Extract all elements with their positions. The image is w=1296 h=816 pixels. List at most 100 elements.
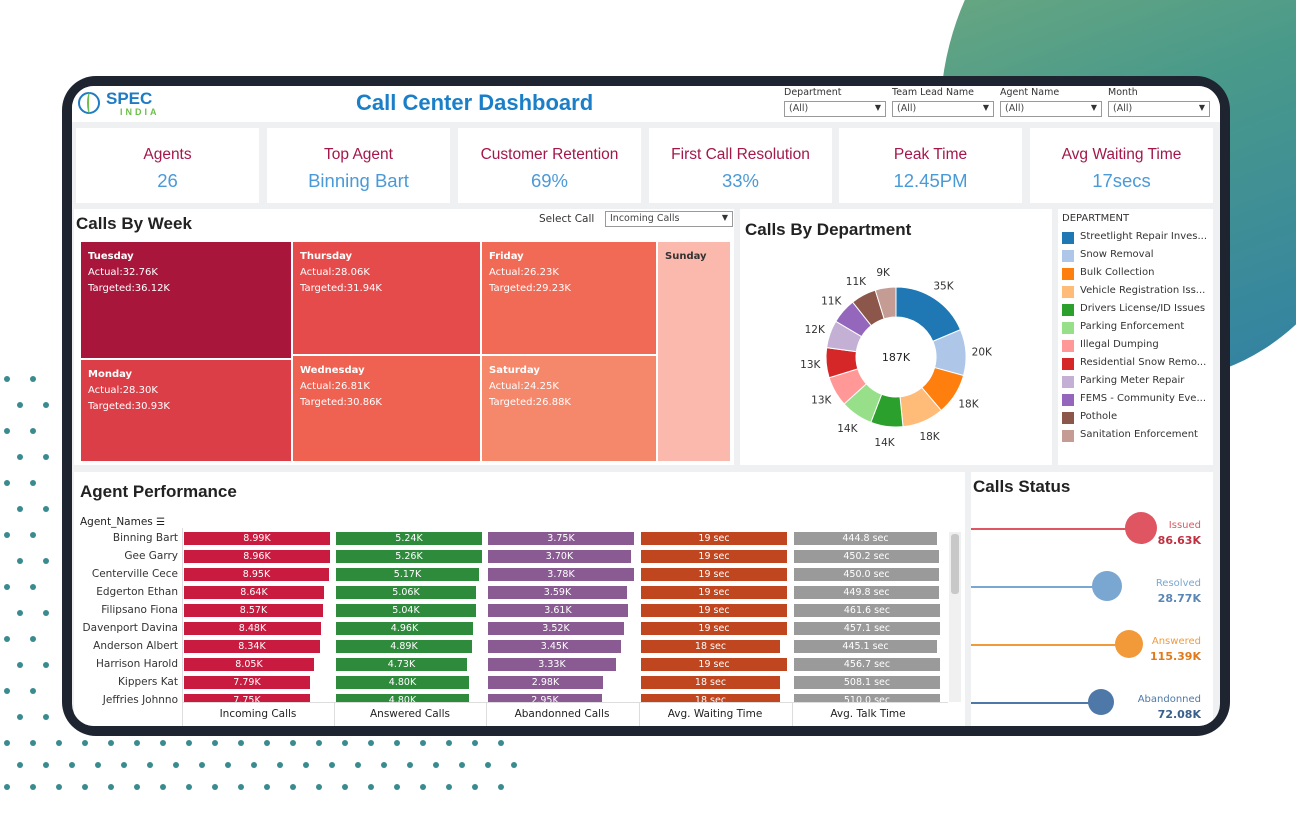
legend-label: Snow Removal (1080, 249, 1154, 260)
performance-bar[interactable]: 450.0 sec (794, 568, 939, 581)
kpi-value: Binning Bart (308, 170, 409, 191)
donut-slice-label: 13K (811, 395, 832, 407)
treemap-tile-thursday[interactable]: Thursday Actual:28.06K Targeted:31.94K (292, 241, 481, 355)
performance-bar[interactable]: 449.8 sec (794, 586, 939, 599)
performance-bar[interactable]: 19 sec (641, 532, 787, 545)
tile-actual: Actual:28.30K (88, 385, 158, 396)
performance-bar[interactable]: 8.96K (184, 550, 330, 563)
performance-bar[interactable]: 457.1 sec (794, 622, 940, 635)
treemap-tile-friday[interactable]: Friday Actual:26.23K Targeted:29.23K (481, 241, 657, 355)
decorative-dot (82, 784, 88, 790)
agent-names-header[interactable]: Agent_Names ☰ (80, 516, 165, 528)
performance-bar[interactable]: 445.1 sec (794, 640, 937, 653)
performance-bar[interactable]: 461.6 sec (794, 604, 940, 617)
performance-bar[interactable]: 18 sec (641, 676, 780, 689)
filter-teamlead-value: (All) (897, 103, 917, 114)
tile-day: Monday (88, 369, 133, 380)
performance-bar[interactable]: 8.05K (184, 658, 314, 671)
decorative-dot (17, 454, 23, 460)
filter-teamlead-select[interactable]: (All) ▼ (892, 101, 994, 117)
performance-bar[interactable]: 4.96K (336, 622, 473, 635)
performance-bar[interactable]: 3.75K (488, 532, 634, 545)
treemap-tile-sunday[interactable]: Sunday (657, 241, 731, 462)
performance-bar[interactable]: 456.7 sec (794, 658, 940, 671)
performance-bar[interactable]: 3.52K (488, 622, 624, 635)
treemap-tile-saturday[interactable]: Saturday Actual:24.25K Targeted:26.88K (481, 355, 657, 462)
performance-bar[interactable]: 4.89K (336, 640, 472, 653)
performance-bar[interactable]: 3.78K (488, 568, 634, 581)
decorative-dot (17, 662, 23, 668)
donut-slice[interactable] (874, 286, 897, 320)
column-header[interactable]: Avg. Waiting Time (667, 708, 763, 720)
performance-bar[interactable]: 8.95K (184, 568, 329, 581)
agent-name: Jeffries Johnno (102, 694, 178, 706)
scrollbar-thumb[interactable] (951, 534, 959, 594)
legend-label: Parking Meter Repair (1080, 375, 1185, 386)
performance-bar[interactable]: 8.34K (184, 640, 320, 653)
filter-agent-select[interactable]: (All) ▼ (1000, 101, 1102, 117)
performance-bar[interactable]: 3.33K (488, 658, 616, 671)
decorative-dot (43, 714, 49, 720)
status-name: Answered (1151, 636, 1201, 647)
donut-slice-label: 11K (821, 295, 842, 307)
decorative-dot (420, 784, 426, 790)
sort-icon[interactable]: ☰ (156, 517, 166, 528)
kpi-card-peak-time: Peak Time 12.45PM (839, 128, 1022, 203)
chevron-down-icon: ▼ (721, 213, 728, 222)
performance-bar[interactable]: 5.06K (336, 586, 476, 599)
tile-actual: Actual:26.81K (300, 381, 370, 392)
filter-month-select[interactable]: (All) ▼ (1108, 101, 1210, 117)
legend-swatch (1062, 358, 1074, 370)
performance-bar[interactable]: 8.57K (184, 604, 323, 617)
performance-bar[interactable]: 4.80K (336, 676, 469, 689)
agent-name: Davenport Davina (82, 622, 178, 634)
performance-bar[interactable]: 5.04K (336, 604, 476, 617)
treemap-tile-tuesday[interactable]: Tuesday Actual:32.76K Targeted:36.12K (80, 241, 292, 359)
donut-slice[interactable] (895, 286, 962, 343)
column-header[interactable]: Incoming Calls (219, 708, 297, 720)
performance-bar[interactable]: 8.64K (184, 586, 324, 599)
performance-bar[interactable]: 7.79K (184, 676, 310, 689)
performance-bar[interactable]: 19 sec (641, 622, 787, 635)
decorative-dot (43, 402, 49, 408)
select-call-dropdown[interactable]: Incoming Calls ▼ (605, 211, 733, 227)
column-header[interactable]: Avg. Talk Time (830, 708, 906, 720)
performance-bar[interactable]: 444.8 sec (794, 532, 937, 545)
column-header[interactable]: Answered Calls (370, 708, 450, 720)
tile-target: Targeted:29.23K (489, 283, 571, 294)
performance-bar[interactable]: 8.48K (184, 622, 321, 635)
performance-bar[interactable]: 18 sec (641, 640, 780, 653)
performance-bar[interactable]: 19 sec (641, 568, 787, 581)
status-dot[interactable] (1088, 689, 1114, 715)
treemap-tile-wednesday[interactable]: Wednesday Actual:26.81K Targeted:30.86K (292, 355, 481, 462)
performance-bar[interactable]: 8.99K (184, 532, 330, 545)
legend-swatch (1062, 430, 1074, 442)
status-dot[interactable] (1092, 571, 1122, 601)
agent-name: Centerville Cece (91, 568, 178, 580)
performance-bar[interactable]: 3.59K (488, 586, 627, 599)
kpi-value: 33% (721, 170, 760, 191)
performance-bar[interactable]: 5.24K (336, 532, 482, 545)
filter-department-select[interactable]: (All) ▼ (784, 101, 886, 117)
decorative-dot (199, 762, 205, 768)
performance-bar[interactable]: 450.2 sec (794, 550, 939, 563)
vertical-scrollbar[interactable] (949, 532, 961, 702)
performance-bar[interactable]: 5.26K (336, 550, 482, 563)
performance-bar[interactable]: 5.17K (336, 568, 479, 581)
performance-bar[interactable]: 3.70K (488, 550, 631, 563)
performance-bar[interactable]: 19 sec (641, 586, 787, 599)
performance-bar[interactable]: 3.45K (488, 640, 621, 653)
status-dot[interactable] (1115, 630, 1143, 658)
performance-bar[interactable]: 19 sec (641, 604, 787, 617)
column-header[interactable]: Abandonned Calls (514, 708, 610, 720)
treemap-tile-monday[interactable]: Monday Actual:28.30K Targeted:30.93K (80, 359, 292, 462)
performance-bar[interactable]: 508.1 sec (794, 676, 940, 689)
performance-bar[interactable]: 19 sec (641, 550, 787, 563)
decorative-dot (342, 740, 348, 746)
performance-bar[interactable]: 2.98K (488, 676, 603, 689)
chevron-down-icon: ▼ (982, 103, 989, 112)
performance-bar[interactable]: 4.73K (336, 658, 467, 671)
performance-bar[interactable]: 3.61K (488, 604, 628, 617)
status-dot[interactable] (1125, 512, 1157, 544)
performance-bar[interactable]: 19 sec (641, 658, 787, 671)
